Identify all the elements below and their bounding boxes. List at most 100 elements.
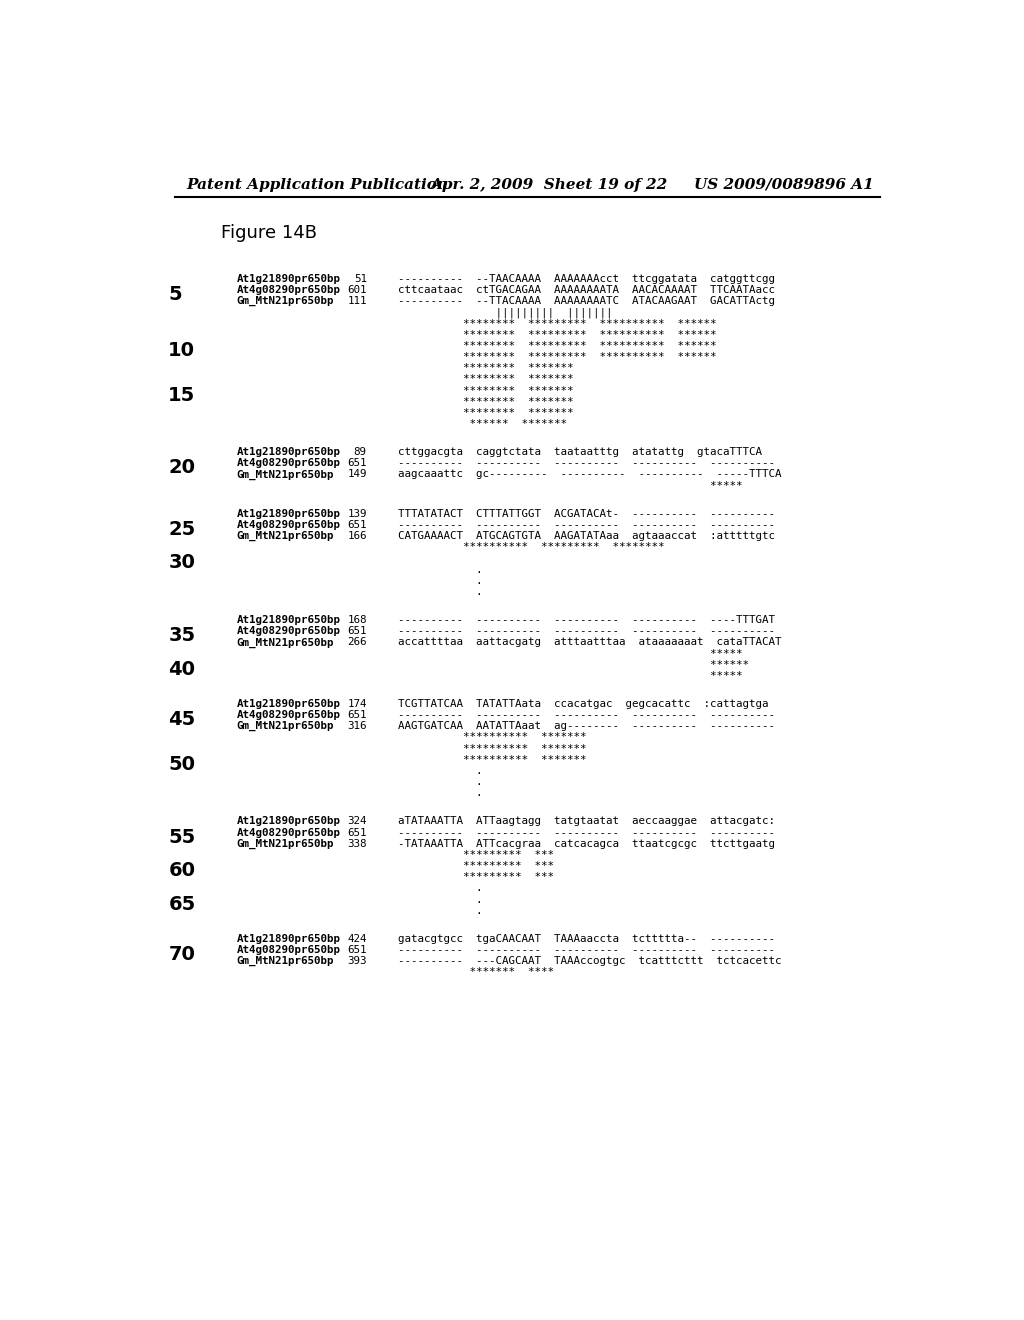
Text: -TATAAATTA  ATTcacgraa  catcacagca  ttaatcgcgc  ttcttgaatg: -TATAAATTA ATTcacgraa catcacagca ttaatcg… [397,838,775,849]
Text: Patent Application Publication: Patent Application Publication [186,178,449,191]
Text: Gm_MtN21pr650bp: Gm_MtN21pr650bp [237,838,334,849]
Text: ********  *********  **********  ******: ******** ********* ********** ****** [397,318,716,329]
Text: 338: 338 [347,838,367,849]
Text: 316: 316 [347,721,367,731]
Text: At1g21890pr650bp: At1g21890pr650bp [237,508,341,519]
Text: CATGAAAACT  ATGCAGTGTA  AAGATATAaa  agtaaaccat  :atttttgtc: CATGAAAACT ATGCAGTGTA AAGATATAaa agtaaac… [397,531,775,541]
Text: At1g21890pr650bp: At1g21890pr650bp [237,816,341,826]
Text: 424: 424 [347,933,367,944]
Text: Gm_MtN21pr650bp: Gm_MtN21pr650bp [237,531,334,541]
Text: Figure 14B: Figure 14B [221,224,317,242]
Text: **********  *********  ********: ********** ********* ******** [397,543,665,552]
Text: ----------  --TTACAAAA  AAAAAAAATC  ATACAAGAAT  GACATTActg: ---------- --TTACAAAA AAAAAAAATC ATACAAG… [397,296,775,306]
Text: 50: 50 [168,755,196,774]
Text: aTATAAATTA  ATTaagtagg  tatgtaatat  aeccaaggae  attacgatc:: aTATAAATTA ATTaagtagg tatgtaatat aeccaag… [397,816,775,826]
Text: .: . [475,565,481,574]
Text: ******: ****** [397,660,749,669]
Text: gatacgtgcc  tgaCAACAAT  TAAAaaccta  tcttttta--  ----------: gatacgtgcc tgaCAACAAT TAAAaaccta tcttttt… [397,933,775,944]
Text: ----------  ----------  ----------  ----------  ----------: ---------- ---------- ---------- -------… [397,945,775,954]
Text: ********  *******: ******** ******* [397,375,573,384]
Text: *********  ***: ********* *** [397,850,554,859]
Text: **********  *******: ********** ******* [397,733,586,742]
Text: ********  *******: ******** ******* [397,397,573,407]
Text: *******  ****: ******* **** [397,968,554,977]
Text: At4g08290pr650bp: At4g08290pr650bp [237,285,341,296]
Text: Gm_MtN21pr650bp: Gm_MtN21pr650bp [237,470,334,479]
Text: At4g08290pr650bp: At4g08290pr650bp [237,945,341,954]
Text: At4g08290pr650bp: At4g08290pr650bp [237,626,341,636]
Text: 139: 139 [347,508,367,519]
Text: 111: 111 [347,296,367,306]
Text: Gm_MtN21pr650bp: Gm_MtN21pr650bp [237,721,334,731]
Text: 651: 651 [347,710,367,721]
Text: Apr. 2, 2009  Sheet 19 of 22: Apr. 2, 2009 Sheet 19 of 22 [430,178,668,191]
Text: ********  *********  **********  ******: ******** ********* ********** ****** [397,341,716,351]
Text: ******  *******: ****** ******* [397,418,566,429]
Text: 51: 51 [353,275,367,284]
Text: AAGTGATCAA  AATATTAaat  ag--------  ----------  ----------: AAGTGATCAA AATATTAaat ag-------- -------… [397,721,775,731]
Text: Gm_MtN21pr650bp: Gm_MtN21pr650bp [237,638,334,648]
Text: 168: 168 [347,615,367,624]
Text: TCGTTATCAA  TATATTAata  ccacatgac  gegcacattc  :cattagtga: TCGTTATCAA TATATTAata ccacatgac gegcacat… [397,700,768,709]
Text: cttggacgta  caggtctata  taataatttg  atatattg  gtacaTTTCA: cttggacgta caggtctata taataatttg atatatt… [397,447,762,457]
Text: 651: 651 [347,828,367,837]
Text: 35: 35 [168,626,196,645]
Text: 25: 25 [168,520,196,539]
Text: US 2009/0089896 A1: US 2009/0089896 A1 [693,178,873,191]
Text: accattttaa  aattacgatg  atttaatttaa  ataaaaaaat  cataTTACAT: accattttaa aattacgatg atttaatttaa ataaaa… [397,638,781,647]
Text: 266: 266 [347,638,367,647]
Text: *********  ***: ********* *** [397,873,554,882]
Text: At1g21890pr650bp: At1g21890pr650bp [237,447,341,457]
Text: ----------  ----------  ----------  ----------  ----------: ---------- ---------- ---------- -------… [397,520,775,529]
Text: 45: 45 [168,710,196,729]
Text: At4g08290pr650bp: At4g08290pr650bp [237,520,341,529]
Text: **********  *******: ********** ******* [397,743,586,754]
Text: cttcaataac  ctTGACAGAA  AAAAAAAATA  AACACAAAAT  TTCAATAacc: cttcaataac ctTGACAGAA AAAAAAAATA AACACAA… [397,285,775,296]
Text: 651: 651 [347,626,367,636]
Text: 70: 70 [168,945,196,964]
Text: 651: 651 [347,945,367,954]
Text: .: . [475,766,481,776]
Text: ********  *******: ******** ******* [397,408,573,418]
Text: aagcaaattc  gc---------  ----------  ----------  -----TTTCA: aagcaaattc gc--------- ---------- ------… [397,470,781,479]
Text: 60: 60 [168,861,196,880]
Text: 324: 324 [347,816,367,826]
Text: *****: ***** [397,648,742,659]
Text: 149: 149 [347,470,367,479]
Text: At1g21890pr650bp: At1g21890pr650bp [237,933,341,944]
Text: 30: 30 [168,553,196,573]
Text: ----------  ----------  ----------  ----------  ----------: ---------- ---------- ---------- -------… [397,626,775,636]
Text: *****: ***** [397,480,742,491]
Text: At1g21890pr650bp: At1g21890pr650bp [237,275,341,284]
Text: TTTATATACT  CTTTATTGGT  ACGATACAt-  ----------  ----------: TTTATATACT CTTTATTGGT ACGATACAt- -------… [397,508,775,519]
Text: ----------  --TAACAAAA  AAAAAAAcct  ttcggatata  catggttcgg: ---------- --TAACAAAA AAAAAAAcct ttcggat… [397,275,775,284]
Text: .: . [475,576,481,586]
Text: 651: 651 [347,520,367,529]
Text: ********  *******: ******** ******* [397,385,573,396]
Text: ********  *********  **********  ******: ******** ********* ********** ****** [397,352,716,362]
Text: **********  *******: ********** ******* [397,755,586,764]
Text: 5: 5 [168,285,182,304]
Text: At4g08290pr650bp: At4g08290pr650bp [237,828,341,837]
Text: .: . [475,777,481,787]
Text: ----------  ----------  ----------  ----------  ----------: ---------- ---------- ---------- -------… [397,710,775,721]
Text: Gm_MtN21pr650bp: Gm_MtN21pr650bp [237,296,334,306]
Text: ----------  ----------  ----------  ----------  ----------: ---------- ---------- ---------- -------… [397,828,775,837]
Text: Gm_MtN21pr650bp: Gm_MtN21pr650bp [237,956,334,966]
Text: .: . [475,788,481,799]
Text: ********  *********  **********  ******: ******** ********* ********** ****** [397,330,716,339]
Text: ********  *******: ******** ******* [397,363,573,374]
Text: ----------  ---CAGCAAT  TAAAccogtgc  tcatttcttt  tctcacettc: ---------- ---CAGCAAT TAAAccogtgc tcattt… [397,956,781,966]
Text: .: . [475,883,481,894]
Text: At1g21890pr650bp: At1g21890pr650bp [237,615,341,624]
Text: 166: 166 [347,531,367,541]
Text: 89: 89 [353,447,367,457]
Text: .: . [475,906,481,916]
Text: *****: ***** [397,671,742,681]
Text: 651: 651 [347,458,367,469]
Text: 20: 20 [168,458,196,478]
Text: At1g21890pr650bp: At1g21890pr650bp [237,700,341,709]
Text: At4g08290pr650bp: At4g08290pr650bp [237,710,341,721]
Text: 15: 15 [168,385,196,404]
Text: ----------  ----------  ----------  ----------  ----------: ---------- ---------- ---------- -------… [397,458,775,469]
